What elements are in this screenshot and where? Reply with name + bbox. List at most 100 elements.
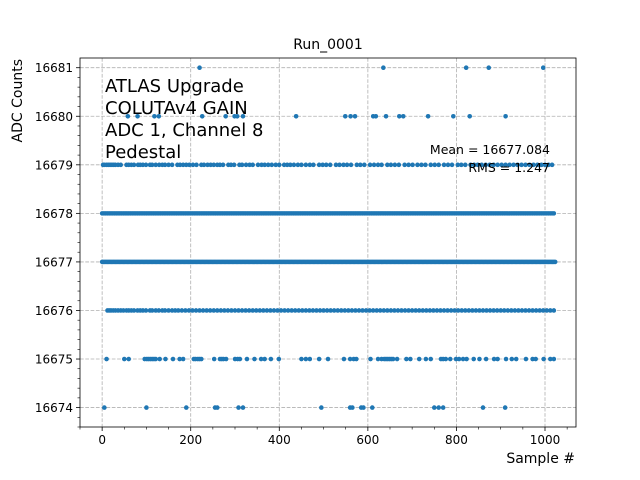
data-point bbox=[163, 356, 168, 362]
data-point bbox=[523, 308, 528, 313]
data-point bbox=[223, 113, 228, 119]
data-point bbox=[261, 308, 266, 313]
data-point bbox=[491, 308, 496, 313]
data-point bbox=[390, 356, 396, 362]
data-point bbox=[375, 162, 381, 168]
data-point bbox=[402, 162, 407, 168]
data-point bbox=[211, 162, 217, 168]
data-point bbox=[441, 308, 447, 313]
data-point bbox=[225, 308, 231, 313]
data-point bbox=[381, 308, 387, 313]
data-point bbox=[503, 356, 509, 362]
data-point bbox=[153, 356, 159, 362]
data-point bbox=[307, 162, 313, 168]
data-point bbox=[183, 308, 188, 313]
annotation-line-1: ATLAS Upgrade bbox=[105, 76, 244, 97]
data-point bbox=[434, 308, 440, 313]
data-point bbox=[244, 356, 250, 362]
data-point bbox=[452, 308, 457, 313]
x-tick-label: 800 bbox=[445, 433, 468, 447]
data-point bbox=[186, 308, 192, 313]
data-point bbox=[367, 308, 372, 313]
data-point bbox=[360, 308, 365, 313]
data-point bbox=[535, 162, 540, 168]
data-point bbox=[193, 308, 199, 313]
data-point bbox=[347, 356, 353, 362]
data-point bbox=[486, 65, 492, 71]
data-point bbox=[201, 162, 207, 168]
data-point bbox=[199, 113, 205, 119]
data-point bbox=[542, 162, 548, 168]
data-point bbox=[415, 162, 420, 168]
data-point bbox=[509, 308, 514, 313]
data-point bbox=[250, 308, 256, 313]
data-point bbox=[156, 113, 162, 119]
data-point bbox=[220, 162, 226, 168]
data-point bbox=[118, 162, 124, 168]
data-point bbox=[126, 356, 132, 362]
data-point bbox=[253, 308, 259, 313]
data-point bbox=[346, 308, 351, 313]
data-point bbox=[299, 356, 304, 362]
data-point bbox=[459, 308, 465, 313]
data-point bbox=[314, 308, 319, 313]
y-tick-label: 16675 bbox=[35, 353, 73, 367]
data-point bbox=[288, 162, 293, 168]
data-point bbox=[204, 308, 209, 313]
data-point bbox=[300, 308, 305, 313]
data-point bbox=[144, 405, 149, 410]
data-point bbox=[234, 113, 240, 119]
data-point bbox=[432, 162, 438, 168]
annotation-block: ATLAS Upgrade COLUTAv4 GAIN ADC 1, Chann… bbox=[105, 76, 263, 163]
data-point bbox=[373, 113, 379, 119]
data-point bbox=[526, 308, 532, 313]
data-point bbox=[423, 356, 429, 362]
data-point bbox=[369, 405, 375, 410]
data-point bbox=[222, 308, 227, 313]
data-point bbox=[349, 308, 355, 313]
data-point bbox=[445, 308, 450, 313]
data-point bbox=[479, 162, 484, 168]
data-point bbox=[419, 162, 424, 168]
data-point bbox=[460, 356, 466, 362]
data-points bbox=[99, 65, 558, 410]
data-point bbox=[409, 308, 415, 313]
data-point bbox=[371, 162, 377, 168]
data-point bbox=[406, 162, 411, 168]
data-point bbox=[143, 162, 149, 168]
data-point bbox=[388, 308, 394, 313]
data-point bbox=[413, 308, 418, 313]
data-point bbox=[441, 162, 447, 168]
data-point bbox=[239, 308, 245, 313]
data-point bbox=[483, 162, 488, 168]
data-point bbox=[549, 162, 555, 168]
data-point bbox=[484, 308, 489, 313]
data-point bbox=[257, 308, 263, 313]
annotation-line-3: ADC 1, Channel 8 bbox=[105, 120, 263, 141]
data-point bbox=[483, 356, 489, 362]
data-point bbox=[431, 308, 436, 313]
data-point bbox=[311, 162, 316, 168]
data-point bbox=[282, 308, 287, 313]
data-point bbox=[207, 308, 213, 313]
data-point bbox=[316, 162, 322, 168]
data-point bbox=[397, 113, 402, 119]
data-point bbox=[353, 308, 358, 313]
data-point bbox=[551, 308, 557, 313]
data-point bbox=[533, 356, 538, 362]
data-point bbox=[276, 162, 282, 168]
data-point bbox=[416, 356, 422, 362]
y-tick-label: 16676 bbox=[35, 304, 73, 318]
data-point bbox=[501, 308, 507, 313]
data-point bbox=[214, 405, 220, 410]
data-point bbox=[456, 356, 462, 362]
data-point bbox=[187, 162, 192, 168]
data-point bbox=[320, 162, 325, 168]
data-point bbox=[197, 308, 202, 313]
data-point bbox=[428, 162, 434, 168]
data-point bbox=[467, 113, 473, 119]
data-point bbox=[211, 356, 217, 362]
data-point bbox=[424, 308, 429, 313]
data-point bbox=[218, 308, 224, 313]
